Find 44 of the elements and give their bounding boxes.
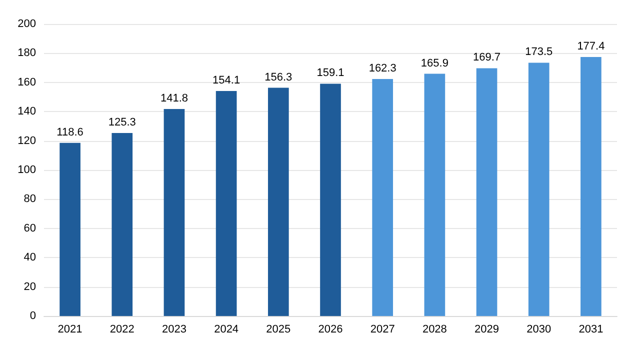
bar (580, 56, 602, 316)
x-tick-label: 2022 (110, 324, 134, 336)
data-label: 165.9 (420, 57, 448, 70)
bar (112, 133, 133, 316)
x-tick-label: 2028 (422, 324, 447, 336)
y-tick-label: 200 (18, 18, 36, 30)
bar (372, 79, 394, 316)
bar (268, 88, 289, 316)
data-label: 125.3 (108, 116, 136, 129)
bar (424, 74, 446, 316)
data-label: 159.1 (316, 67, 344, 80)
data-label: 162.3 (368, 62, 396, 75)
bar (164, 108, 185, 316)
y-tick-label: 80 (24, 193, 36, 206)
y-tick-label: 180 (18, 47, 36, 60)
x-tick-label: 2031 (578, 324, 604, 336)
x-tick-label: 2029 (474, 324, 500, 336)
y-tick-label: 0 (30, 310, 36, 322)
data-label: 118.6 (56, 126, 84, 138)
y-tick-label: 40 (24, 252, 36, 264)
x-tick-label: 2021 (58, 324, 82, 336)
y-tick-label: 60 (24, 222, 36, 234)
y-tick-label: 160 (18, 76, 36, 88)
y-tick-label: 100 (18, 164, 36, 176)
y-tick-label: 20 (24, 280, 36, 293)
bar (528, 62, 550, 316)
data-label: 169.7 (473, 52, 501, 64)
bar (320, 84, 341, 316)
data-label: 173.5 (525, 46, 553, 58)
y-tick-label: 120 (18, 134, 36, 147)
x-tick-label: 2023 (162, 324, 186, 336)
data-label: 156.3 (264, 71, 292, 84)
x-tick-label: 2030 (526, 324, 552, 336)
data-label: 154.1 (212, 74, 240, 87)
data-label: 177.4 (577, 40, 605, 52)
x-tick-label: 2025 (266, 324, 291, 336)
bar (216, 91, 237, 316)
bar (60, 142, 80, 316)
data-label: 141.8 (160, 92, 188, 104)
x-tick-label: 2027 (370, 324, 395, 336)
x-tick-label: 2024 (214, 324, 239, 336)
x-tick-label: 2026 (318, 324, 343, 336)
bar (476, 68, 498, 316)
y-tick-label: 140 (18, 106, 36, 118)
